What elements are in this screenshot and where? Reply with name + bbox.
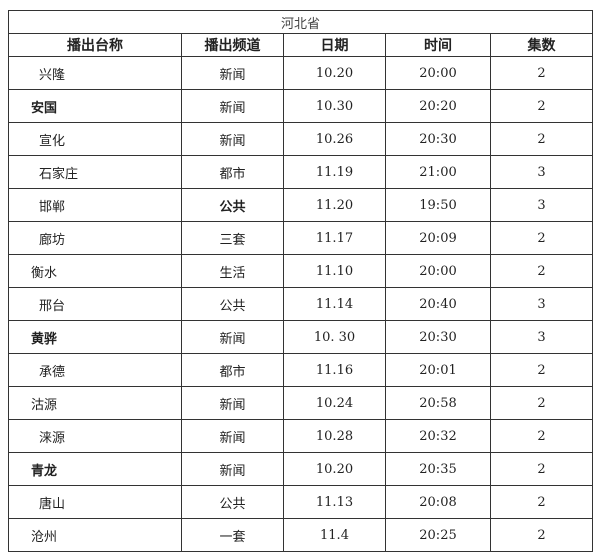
station-cell: 廊坊: [8, 221, 182, 255]
time-cell: 20:35: [385, 452, 491, 486]
date-cell: 11.16: [283, 353, 386, 387]
station-cell: 涞源: [8, 419, 182, 453]
broadcast-schedule-table: 河北省 播出台称 播出频道 日期 时间 集数 兴隆 新闻 10.20 20:00 2 安国…: [7, 10, 594, 552]
date-cell: 11.4: [283, 518, 386, 552]
table-row: 宣化 新闻 10.26 20:30 2: [8, 122, 594, 156]
date-cell: 10.24: [283, 386, 386, 420]
time-cell: 19:50: [385, 188, 491, 222]
table-row: 邢台 公共 11.14 20:40 3: [8, 287, 594, 321]
channel-cell: 新闻: [181, 122, 284, 156]
channel-cell: 新闻: [181, 320, 284, 354]
station-cell: 唐山: [8, 485, 182, 519]
time-cell: 20:30: [385, 122, 491, 156]
channel-cell: 新闻: [181, 386, 284, 420]
date-cell: 10.26: [283, 122, 386, 156]
station-cell: 黄骅: [8, 320, 182, 354]
station-cell: 石家庄: [8, 155, 182, 189]
time-cell: 20:01: [385, 353, 491, 387]
episodes-cell: 3: [489, 320, 594, 354]
table-title: 河北省: [7, 10, 594, 34]
time-cell: 20:32: [385, 419, 491, 453]
date-cell: 11.19: [283, 155, 386, 189]
date-cell: 10. 30: [283, 320, 386, 354]
channel-cell: 三套: [181, 221, 284, 255]
time-cell: 21:00: [385, 155, 491, 189]
table-row: 涞源 新闻 10.28 20:32 2: [8, 419, 594, 453]
station-cell: 宣化: [8, 122, 182, 156]
table-row: 沽源 新闻 10.24 20:58 2: [8, 386, 594, 420]
table-row: 廊坊 三套 11.17 20:09 2: [8, 221, 594, 255]
episodes-cell: 3: [489, 188, 594, 222]
channel-cell: 公共: [181, 485, 284, 519]
channel-cell: 新闻: [181, 419, 284, 453]
date-cell: 11.13: [283, 485, 386, 519]
episodes-cell: 2: [489, 221, 594, 255]
header-time: 时间: [385, 33, 491, 57]
station-cell: 承德: [8, 353, 182, 387]
episodes-cell: 2: [489, 353, 594, 387]
episodes-cell: 2: [489, 89, 594, 123]
table-row: 承德 都市 11.16 20:01 2: [8, 353, 594, 387]
table-row: 邯郸 公共 11.20 19:50 3: [8, 188, 594, 222]
channel-cell: 新闻: [181, 89, 284, 123]
episodes-cell: 2: [489, 485, 594, 519]
episodes-cell: 3: [489, 287, 594, 321]
station-cell: 沽源: [8, 386, 182, 420]
time-cell: 20:40: [385, 287, 491, 321]
time-cell: 20:09: [385, 221, 491, 255]
channel-cell: 公共: [181, 287, 284, 321]
table-row: 沧州 一套 11.4 20:25 2: [8, 518, 594, 552]
date-cell: 11.17: [283, 221, 386, 255]
table-row: 兴隆 新闻 10.20 20:00 2: [8, 56, 594, 90]
date-cell: 11.14: [283, 287, 386, 321]
title-row: 河北省: [7, 10, 594, 34]
channel-cell: 都市: [181, 155, 284, 189]
header-channel: 播出频道: [181, 33, 284, 57]
table-row: 黄骅 新闻 10. 30 20:30 3: [8, 320, 594, 354]
date-cell: 10.20: [283, 452, 386, 486]
table-row: 唐山 公共 11.13 20:08 2: [8, 485, 594, 519]
channel-cell: 公共: [181, 188, 284, 222]
channel-cell: 一套: [181, 518, 284, 552]
station-cell: 安国: [8, 89, 182, 123]
station-cell: 兴隆: [8, 56, 182, 90]
table-row: 衡水 生活 11.10 20:00 2: [8, 254, 594, 288]
episodes-cell: 3: [489, 155, 594, 189]
station-cell: 衡水: [8, 254, 182, 288]
station-cell: 邯郸: [8, 188, 182, 222]
date-cell: 10.28: [283, 419, 386, 453]
station-cell: 沧州: [8, 518, 182, 552]
time-cell: 20:30: [385, 320, 491, 354]
channel-cell: 生活: [181, 254, 284, 288]
episodes-cell: 2: [489, 518, 594, 552]
date-cell: 11.10: [283, 254, 386, 288]
episodes-cell: 2: [489, 122, 594, 156]
table-row: 石家庄 都市 11.19 21:00 3: [8, 155, 594, 189]
header-row: 播出台称 播出频道 日期 时间 集数: [8, 33, 594, 57]
table-row: 安国 新闻 10.30 20:20 2: [8, 89, 594, 123]
time-cell: 20:58: [385, 386, 491, 420]
header-station: 播出台称: [8, 33, 182, 57]
station-cell: 青龙: [8, 452, 182, 486]
episodes-cell: 2: [489, 419, 594, 453]
date-cell: 11.20: [283, 188, 386, 222]
episodes-cell: 2: [489, 386, 594, 420]
station-cell: 邢台: [8, 287, 182, 321]
episodes-cell: 2: [489, 254, 594, 288]
time-cell: 20:20: [385, 89, 491, 123]
episodes-cell: 2: [489, 452, 594, 486]
date-cell: 10.20: [283, 56, 386, 90]
time-cell: 20:00: [385, 56, 491, 90]
time-cell: 20:25: [385, 518, 491, 552]
header-episodes: 集数: [489, 33, 594, 57]
date-cell: 10.30: [283, 89, 386, 123]
channel-cell: 新闻: [181, 452, 284, 486]
channel-cell: 新闻: [181, 56, 284, 90]
time-cell: 20:00: [385, 254, 491, 288]
channel-cell: 都市: [181, 353, 284, 387]
table-row: 青龙 新闻 10.20 20:35 2: [8, 452, 594, 486]
time-cell: 20:08: [385, 485, 491, 519]
header-date: 日期: [283, 33, 386, 57]
episodes-cell: 2: [489, 56, 594, 90]
